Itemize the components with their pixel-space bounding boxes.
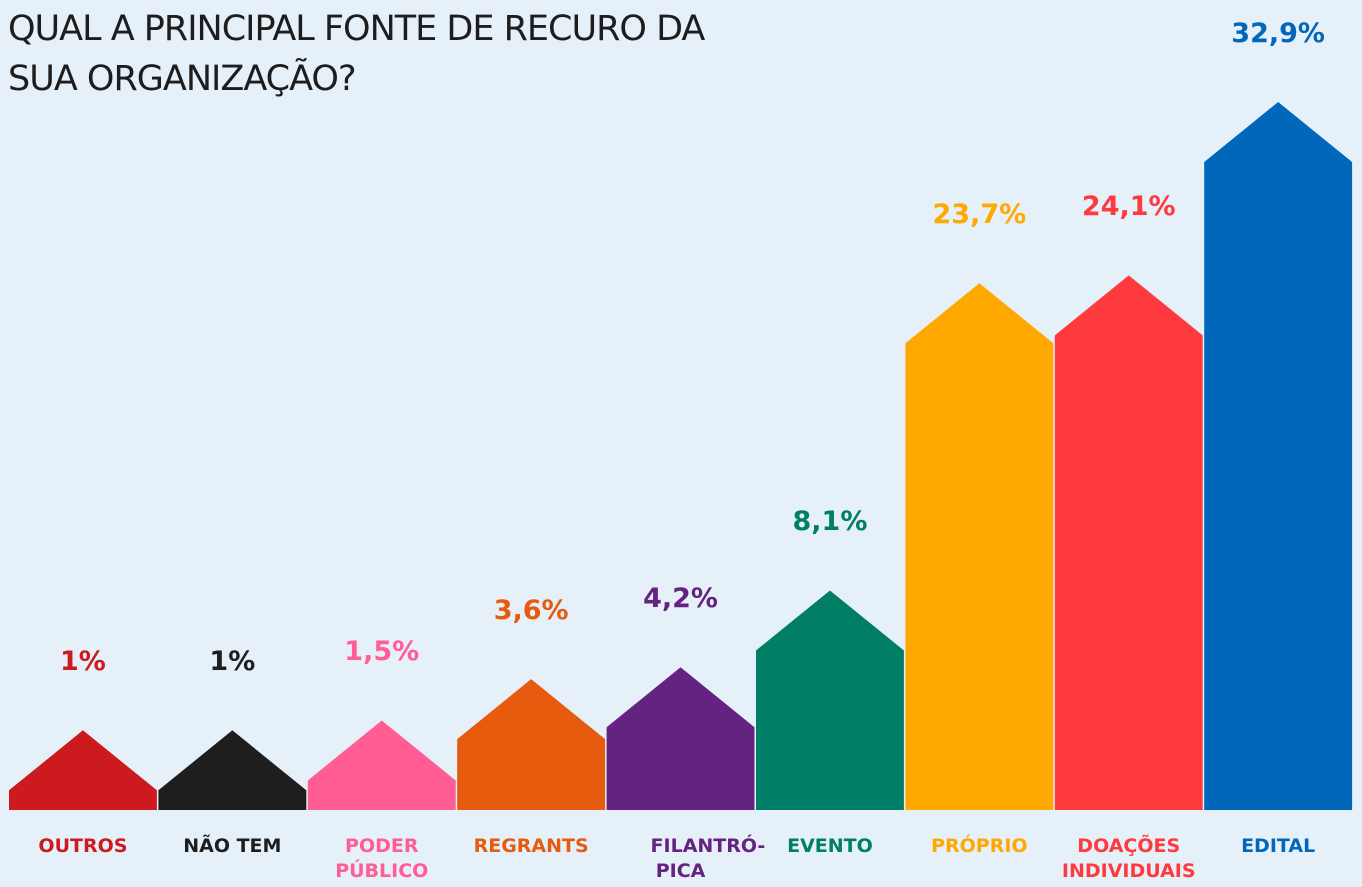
- value-label: 8,1%: [792, 506, 868, 538]
- bar: [756, 590, 904, 810]
- x-tick-label: EVENTO: [787, 835, 873, 857]
- value-label: 1%: [60, 646, 106, 678]
- bar: [457, 679, 606, 810]
- chart-title: QUAL A PRINCIPAL FONTE DE RECURO DA SUA …: [8, 9, 705, 99]
- bar: [9, 730, 157, 810]
- x-tick-label: NÃO TEM: [183, 835, 282, 857]
- value-label: 24,1%: [1081, 191, 1176, 223]
- value-label: 1%: [209, 646, 256, 678]
- x-tick-label: OUTROS: [38, 835, 128, 857]
- x-tick-label: REGRANTS: [473, 835, 589, 857]
- bar: [158, 730, 307, 810]
- bar: [1054, 275, 1203, 811]
- value-label: 32,9%: [1231, 18, 1325, 49]
- bar: [307, 720, 456, 810]
- bar: [606, 667, 755, 810]
- value-label: 1,5%: [344, 636, 420, 668]
- value-label: 3,6%: [493, 595, 569, 627]
- bar: [1204, 102, 1353, 810]
- value-label: 23,7%: [932, 199, 1027, 231]
- bar: [905, 283, 1054, 811]
- x-tick-label: FILANTRÓ-PICA: [650, 835, 766, 882]
- x-tick-label: PODER PÚBLICO: [335, 835, 429, 882]
- value-label: 4,2%: [643, 583, 718, 615]
- x-tick-label: EDITAL: [1241, 835, 1316, 857]
- x-tick-label: DOAÇÕES INDIVIDUAIS: [1061, 835, 1196, 882]
- x-tick-label: PRÓPRIO: [931, 835, 1028, 857]
